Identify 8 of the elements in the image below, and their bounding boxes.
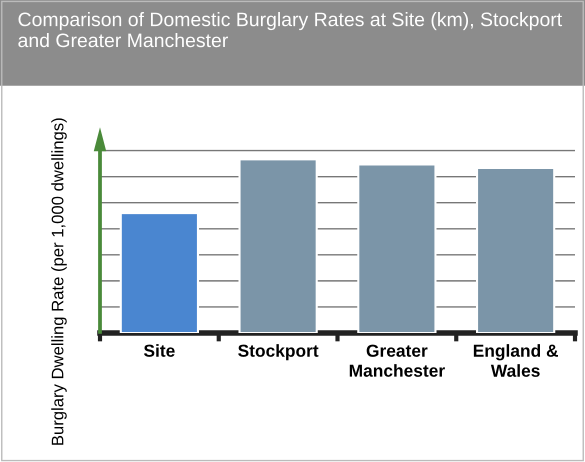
bar xyxy=(238,158,318,333)
x-tick-label: Stockport xyxy=(238,344,318,360)
x-tick-label: Site xyxy=(144,344,175,357)
x-tick-label: England & Wales xyxy=(474,344,558,377)
chart-title: Comparison of Domestic Burglary Rates at Site (km), Stockport and Greater Manchester xyxy=(18,12,562,48)
bar xyxy=(120,212,200,333)
x-tick-label: Greater Manchester xyxy=(350,344,445,377)
y-axis-title: Burglary Dwelling Rate (per 1,000 dwellings) xyxy=(51,118,67,445)
